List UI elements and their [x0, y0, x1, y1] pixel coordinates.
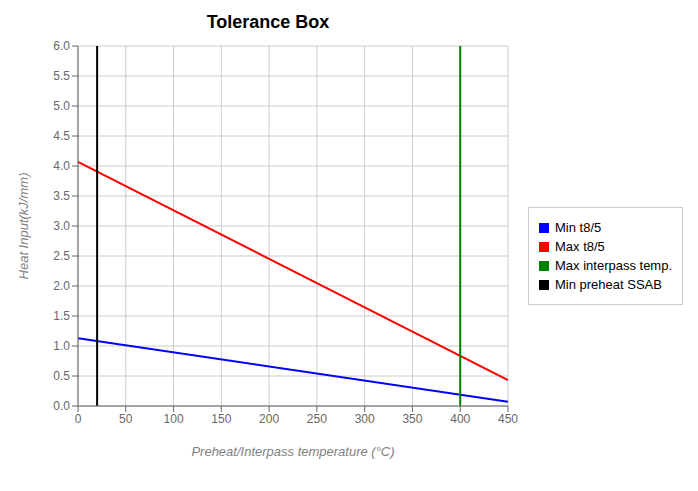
svg-text:3.0: 3.0 [53, 219, 70, 233]
svg-text:2.0: 2.0 [53, 279, 70, 293]
svg-text:150: 150 [211, 412, 231, 426]
svg-text:250: 250 [307, 412, 327, 426]
svg-text:450: 450 [498, 412, 518, 426]
svg-text:6.0: 6.0 [53, 39, 70, 53]
svg-text:5.0: 5.0 [53, 99, 70, 113]
svg-text:350: 350 [402, 412, 422, 426]
svg-text:200: 200 [259, 412, 279, 426]
svg-text:100: 100 [164, 412, 184, 426]
html-text:Min preheat SSAB: Min preheat SSAB [555, 277, 662, 292]
svg-text:1.0: 1.0 [53, 339, 70, 353]
svg-text:50: 50 [119, 412, 133, 426]
svg-text:4.5: 4.5 [53, 129, 70, 143]
svg-text:2.5: 2.5 [53, 249, 70, 263]
svg-text:0.5: 0.5 [53, 369, 70, 383]
svg-text:1.5: 1.5 [53, 309, 70, 323]
svg-text:300: 300 [355, 412, 375, 426]
html-text:Min t8/5: Min t8/5 [555, 220, 602, 235]
svg-text:0.0: 0.0 [53, 399, 70, 413]
svg-text:Heat Input(kJ/mm): Heat Input(kJ/mm) [16, 173, 31, 280]
html-text:Max interpass temp.: Max interpass temp. [555, 258, 672, 273]
svg-text:Preheat/Interpass temperature: Preheat/Interpass temperature (°C) [191, 444, 394, 459]
svg-text:400: 400 [450, 412, 470, 426]
svg-text:5.5: 5.5 [53, 69, 70, 83]
html-text:Max t8/5: Max t8/5 [555, 239, 605, 254]
svg-text:4.0: 4.0 [53, 159, 70, 173]
svg-text:3.5: 3.5 [53, 189, 70, 203]
html-text:Tolerance Box: Tolerance Box [206, 12, 330, 32]
svg-text:0: 0 [75, 412, 82, 426]
